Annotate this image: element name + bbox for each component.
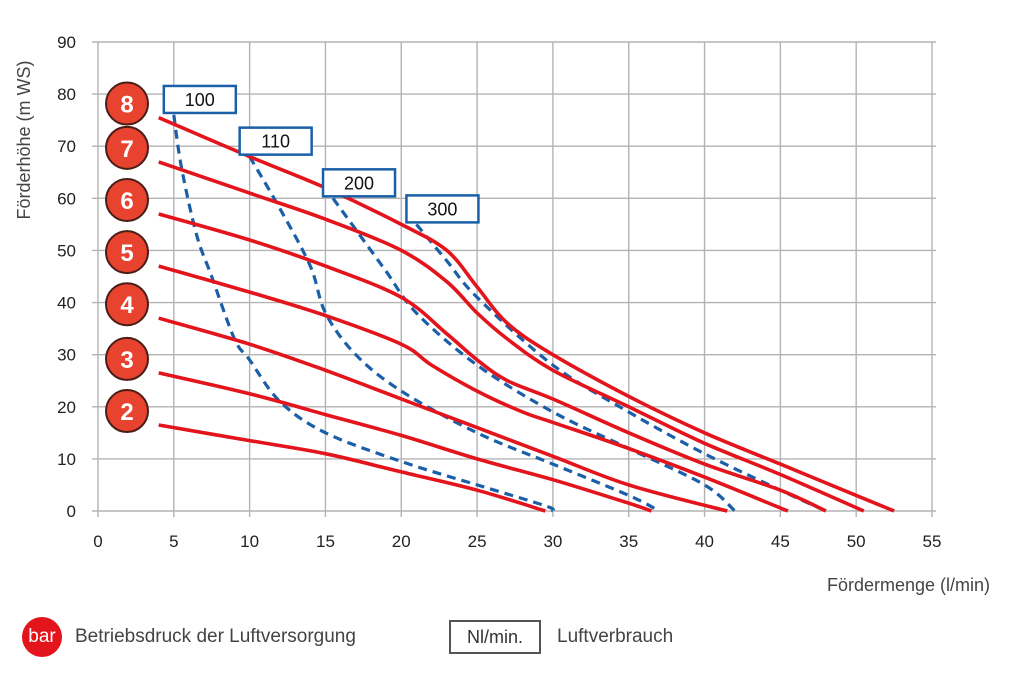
y-tick-label: 80 — [57, 85, 76, 104]
y-tick-label: 10 — [57, 450, 76, 469]
svg-text:3: 3 — [120, 347, 133, 374]
svg-text:110: 110 — [261, 132, 290, 152]
x-tick-label: 45 — [771, 532, 790, 551]
svg-text:100: 100 — [185, 90, 215, 110]
y-tick-label: 60 — [57, 189, 76, 208]
legend-air: Nl/min. Luftverbrauch — [449, 617, 673, 657]
x-tick-label: 40 — [695, 532, 714, 551]
air-curve-110 — [248, 155, 660, 513]
air-label-100: 100 — [162, 84, 238, 115]
y-tick-label: 30 — [57, 346, 76, 365]
pressure-marker-4: 4 — [105, 282, 149, 327]
svg-text:4: 4 — [120, 292, 134, 319]
air-label-200: 200 — [321, 168, 397, 198]
y-tick-label: 90 — [57, 33, 76, 52]
x-tick-label: 5 — [169, 532, 178, 551]
air-label-110: 110 — [238, 126, 313, 156]
x-tick-label: 20 — [392, 532, 411, 551]
pressure-curve-6-bar — [158, 212, 827, 513]
y-tick-label: 20 — [57, 398, 76, 417]
x-tick-label: 15 — [316, 532, 335, 551]
y-tick-label: 0 — [67, 502, 76, 521]
pressure-curve-3-bar — [158, 371, 653, 513]
legend-pressure: bar Betriebsdruck der Luftversorgung — [22, 617, 356, 657]
legend-air-text: Luftverbrauch — [557, 626, 674, 647]
x-tick-label: 50 — [847, 532, 866, 551]
pressure-marker-3: 3 — [105, 336, 149, 381]
pressure-curve-4-bar — [158, 316, 728, 513]
pressure-curve-7-bar — [158, 160, 865, 513]
pressure-marker-6: 6 — [105, 177, 149, 222]
air-curve-100 — [172, 114, 555, 513]
svg-text:6: 6 — [120, 188, 133, 215]
y-tick-label: 50 — [57, 241, 76, 260]
y-tick-label: 40 — [57, 294, 76, 313]
svg-text:5: 5 — [120, 240, 133, 267]
y-tick-label: 70 — [57, 137, 76, 156]
bar-icon: bar — [22, 617, 62, 657]
x-tick-label: 25 — [468, 532, 487, 551]
legend-pressure-text: Betriebsdruck der Luftversorgung — [75, 626, 356, 647]
x-tick-label: 30 — [543, 532, 562, 551]
pressure-curve-5-bar — [158, 264, 789, 513]
pressure-marker-8: 8 — [105, 81, 149, 126]
pressure-marker-7: 7 — [105, 125, 149, 170]
x-tick-label: 10 — [240, 532, 259, 551]
y-tick-labels: 0 10 20 30 40 50 60 70 80 90 — [57, 33, 76, 521]
air-curve-200 — [331, 197, 736, 513]
svg-text:200: 200 — [344, 173, 374, 193]
x-tick-label: 0 — [93, 532, 102, 551]
air-label-300: 300 — [405, 194, 480, 224]
svg-text:7: 7 — [120, 136, 133, 163]
y-axis-label: Förderhöhe (m WS) — [14, 60, 34, 219]
x-axis-label: Fördermenge (l/min) — [827, 575, 990, 595]
svg-text:8: 8 — [120, 92, 133, 119]
air-consumption-labels: 100 110 200 300 — [162, 84, 480, 224]
pressure-markers: 8 7 6 5 4 3 2 — [105, 81, 149, 434]
series-lines — [157, 114, 895, 513]
grid — [92, 41, 936, 517]
x-tick-label: 55 — [923, 532, 942, 551]
x-tick-label: 35 — [619, 532, 638, 551]
svg-text:2: 2 — [120, 399, 133, 426]
pressure-curve-2-bar — [158, 423, 546, 513]
pressure-marker-2: 2 — [105, 389, 149, 434]
pressure-curve-8-bar — [157, 115, 895, 513]
svg-text:300: 300 — [427, 199, 457, 219]
legend-air-box: Nl/min. — [449, 620, 541, 654]
x-tick-labels: 0 5 10 15 20 25 30 35 40 45 50 55 — [93, 532, 941, 551]
pressure-marker-5: 5 — [105, 230, 149, 275]
